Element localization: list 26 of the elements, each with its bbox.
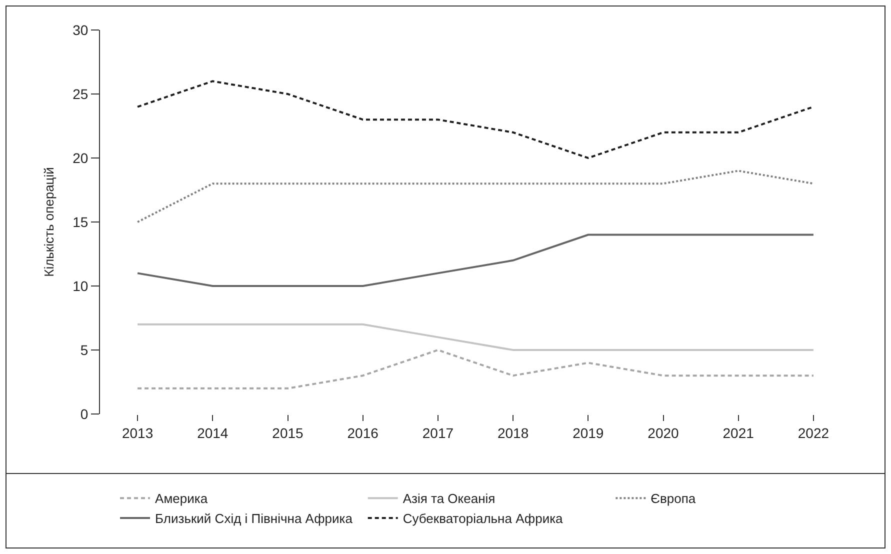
- x-tick-label: 2019: [572, 424, 604, 441]
- legend-label: Близький Схід і Північна Африка: [155, 511, 354, 526]
- y-tick-label: 20: [72, 150, 88, 166]
- y-tick-label: 15: [72, 214, 88, 230]
- legend-label: Америка: [155, 491, 208, 506]
- legend-label: Азія та Океанія: [402, 491, 496, 506]
- x-tick-label: 2013: [122, 424, 154, 441]
- y-tick-label: 0: [80, 406, 88, 422]
- line-series: [136, 349, 814, 390]
- x-tick-label: 2022: [798, 424, 830, 441]
- x-tick-label: 2018: [497, 424, 529, 441]
- y-axis-title: Кількість операцій: [42, 167, 57, 277]
- x-tick-label: 2021: [722, 424, 754, 441]
- x-tick-label: 2017: [422, 424, 454, 441]
- y-tick-label: 30: [72, 22, 88, 38]
- x-tick-label: 2016: [347, 424, 379, 441]
- y-tick-label: 5: [80, 342, 88, 358]
- x-tick-label: 2015: [272, 424, 304, 441]
- x-tick-label: 2014: [197, 424, 228, 441]
- x-tick-label: 2020: [648, 424, 680, 441]
- y-tick-label: 25: [72, 86, 88, 102]
- legend-label: Європа: [650, 491, 696, 506]
- line-series: [136, 234, 814, 287]
- legend-label: Субекваторіальна Африка: [402, 511, 564, 526]
- y-tick-label: 10: [72, 278, 88, 294]
- line-series: [136, 80, 814, 159]
